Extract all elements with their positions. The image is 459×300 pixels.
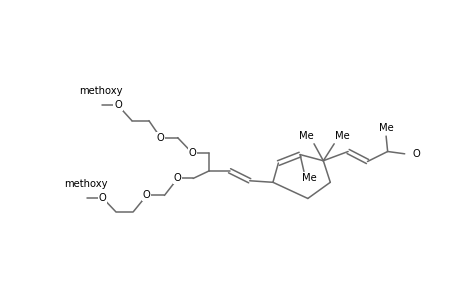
Text: O: O (188, 148, 196, 158)
Text: methoxy: methoxy (63, 179, 107, 189)
Text: Me: Me (334, 131, 348, 141)
Text: O: O (412, 149, 419, 159)
Text: O: O (98, 193, 106, 203)
Text: O: O (174, 173, 181, 184)
Text: Me: Me (378, 123, 392, 134)
Text: O: O (114, 100, 122, 110)
Text: O: O (142, 190, 150, 200)
Text: Me: Me (302, 173, 316, 183)
Text: Me: Me (298, 131, 313, 141)
Text: methoxy: methoxy (79, 86, 123, 96)
Text: O: O (157, 133, 164, 142)
